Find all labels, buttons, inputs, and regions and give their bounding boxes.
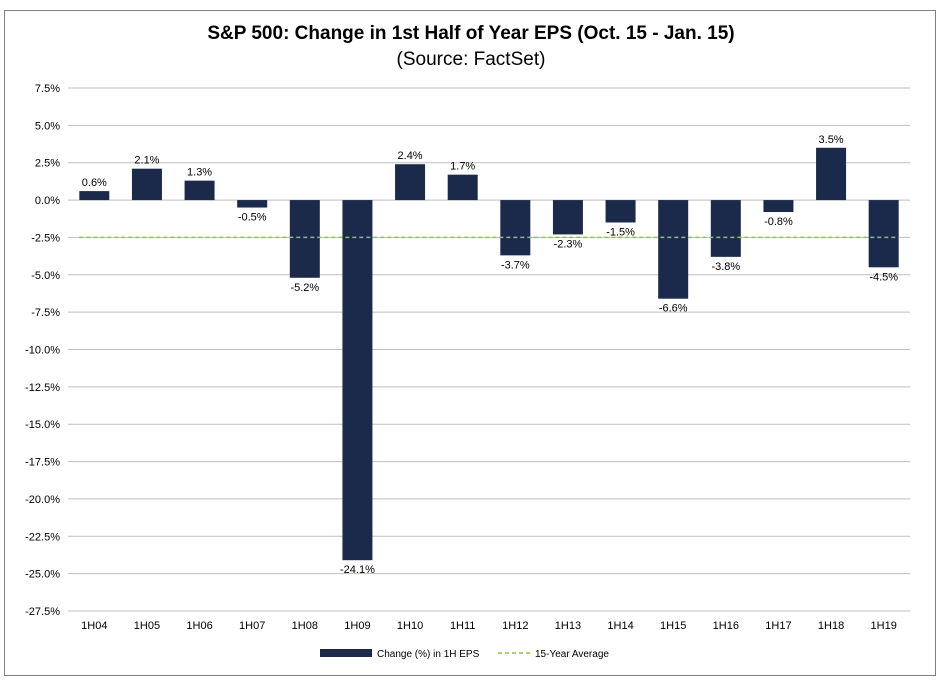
- y-tick-label: -10.0%: [25, 345, 60, 357]
- bar: [710, 200, 741, 257]
- x-tick-label: 1H14: [607, 620, 633, 632]
- bar: [552, 200, 583, 235]
- y-tick-label: -5.0%: [31, 270, 60, 282]
- y-tick-label: -27.5%: [25, 606, 60, 618]
- y-tick-label: -15.0%: [25, 419, 60, 431]
- y-tick-label: -12.5%: [25, 382, 60, 394]
- data-label: -5.2%: [290, 282, 319, 294]
- bar: [131, 168, 162, 201]
- data-label: 1.7%: [450, 161, 475, 173]
- x-tick-label: 1H08: [292, 620, 318, 632]
- bar: [447, 174, 478, 201]
- data-label: -4.5%: [869, 271, 898, 283]
- legend-swatch-bars: [320, 649, 372, 657]
- data-label: -24.1%: [340, 564, 375, 576]
- data-label: -2.3%: [554, 238, 583, 250]
- x-tick-label: 1H16: [713, 620, 739, 632]
- data-label: -3.7%: [501, 259, 530, 271]
- data-label: 3.5%: [819, 134, 844, 146]
- data-label: -1.5%: [606, 226, 635, 238]
- y-tick-label: -7.5%: [31, 307, 60, 319]
- y-tick-label: -2.5%: [31, 232, 60, 244]
- y-tick-label: -22.5%: [25, 531, 60, 543]
- x-tick-label: 1H10: [397, 620, 423, 632]
- bar: [184, 180, 215, 201]
- x-tick-label: 1H11: [450, 620, 475, 632]
- x-tick-label: 1H17: [765, 620, 791, 632]
- y-tick-label: -17.5%: [25, 457, 60, 469]
- bar: [763, 200, 794, 213]
- data-label: -3.8%: [711, 261, 740, 273]
- legend-label-average: 15-Year Average: [535, 649, 609, 660]
- x-tick-label: 1H04: [81, 620, 107, 632]
- x-tick-label: 1H12: [502, 620, 528, 632]
- x-tick-label: 1H09: [344, 620, 370, 632]
- chart-subtitle: (Source: FactSet): [396, 49, 546, 70]
- data-label: -0.8%: [764, 216, 793, 228]
- y-tick-label: 0.0%: [35, 195, 60, 207]
- data-label: -0.5%: [238, 212, 267, 224]
- x-tick-label: 1H07: [239, 620, 265, 632]
- bar: [605, 200, 636, 223]
- data-label: 0.6%: [82, 177, 107, 189]
- legend-label-bars: Change (%) in 1H EPS: [377, 649, 480, 660]
- bar: [868, 200, 899, 268]
- x-tick-label: 1H06: [186, 620, 212, 632]
- x-tick-label: 1H19: [871, 620, 897, 632]
- y-tick-label: -20.0%: [25, 494, 60, 506]
- y-tick-label: -25.0%: [25, 569, 60, 581]
- bar: [342, 200, 373, 561]
- bar: [395, 164, 426, 201]
- y-tick-label: 7.5%: [35, 83, 60, 95]
- x-tick-label: 1H05: [134, 620, 160, 632]
- bar: [658, 200, 689, 299]
- data-label: 2.1%: [134, 155, 159, 167]
- bar: [816, 147, 847, 201]
- bar: [500, 200, 531, 256]
- y-tick-label: 2.5%: [35, 158, 60, 170]
- data-label: 1.3%: [187, 167, 212, 179]
- data-label: -6.6%: [659, 303, 688, 315]
- y-tick-label: 5.0%: [35, 120, 60, 132]
- bar: [79, 191, 110, 201]
- x-tick-label: 1H15: [660, 620, 686, 632]
- data-label: 2.4%: [398, 150, 423, 162]
- bar: [237, 200, 268, 208]
- chart-frame: S&P 500: Change in 1st Half of Year EPS …: [4, 10, 936, 676]
- x-tick-label: 1H18: [818, 620, 844, 632]
- x-tick-label: 1H13: [555, 620, 581, 632]
- bar: [289, 200, 320, 278]
- chart-title: S&P 500: Change in 1st Half of Year EPS …: [207, 23, 735, 44]
